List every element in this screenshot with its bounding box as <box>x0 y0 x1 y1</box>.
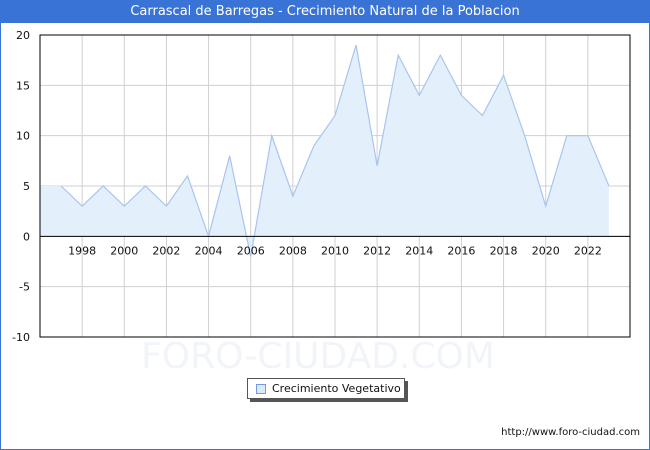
x-tick-label: 2018 <box>490 244 518 257</box>
x-tick-label: 2012 <box>363 244 391 257</box>
x-tick-label: 2014 <box>405 244 433 257</box>
plot-border <box>39 34 631 338</box>
x-tick-label: 2000 <box>110 244 138 257</box>
x-tick-label: 2016 <box>447 244 475 257</box>
y-tick-label: 10 <box>16 130 30 143</box>
y-tick-label: -10 <box>12 331 30 344</box>
watermark: FORO-CIUDAD.COM <box>141 336 495 377</box>
legend-label: Crecimiento Vegetativo <box>272 382 401 395</box>
area-fill <box>40 45 609 257</box>
x-tick-label: 2002 <box>152 244 180 257</box>
legend-swatch-icon <box>256 384 266 394</box>
chart-title: Carrascal de Barregas - Crecimiento Natu… <box>0 0 650 23</box>
source-url: http://www.foro-ciudad.com <box>501 427 640 438</box>
x-tick-label: 2022 <box>574 244 602 257</box>
y-tick-label: 15 <box>16 79 30 92</box>
x-tick-label: 2004 <box>195 244 223 257</box>
y-tick-label: 5 <box>23 180 30 193</box>
y-tick-label: 0 <box>23 230 30 243</box>
x-tick-label: 1998 <box>68 244 96 257</box>
x-tick-label: 2010 <box>321 244 349 257</box>
data-line <box>60 44 610 257</box>
x-tick-label: 2006 <box>237 244 265 257</box>
legend: Crecimiento Vegetativo <box>247 378 405 399</box>
y-tick-label: 20 <box>16 29 30 42</box>
x-tick-label: 2008 <box>279 244 307 257</box>
x-tick-label: 2020 <box>532 244 560 257</box>
y-tick-label: -5 <box>19 281 30 294</box>
